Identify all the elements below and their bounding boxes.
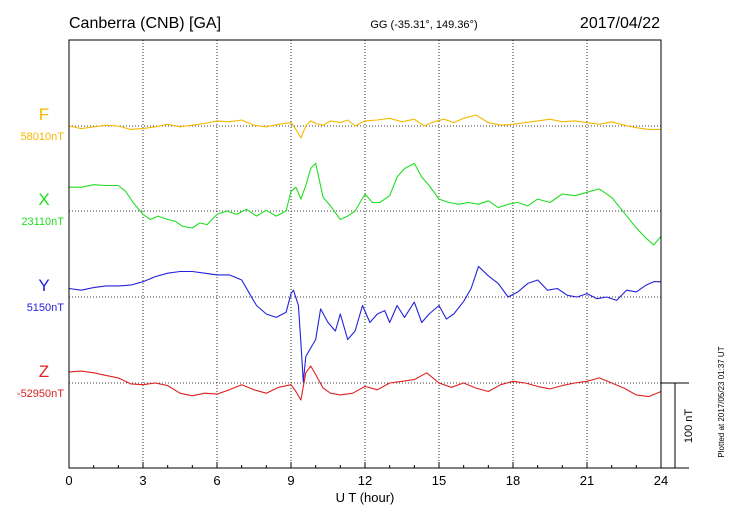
series-baseline-z: -52950nT xyxy=(17,388,64,400)
series-baseline-y: 5150nT xyxy=(27,302,65,314)
plot-frame xyxy=(68,39,662,469)
scale-bar-label: 100 nT xyxy=(683,409,695,444)
x-axis: 0 3 6 9 12 15 18 21 24 xyxy=(65,462,668,488)
coordinates-label: GG (-35.31°, 149.36°) xyxy=(370,19,477,31)
station-title: Canberra (CNB) [GA] xyxy=(69,15,221,32)
series-name-y: Y xyxy=(38,276,49,295)
x-tick-label: 9 xyxy=(287,473,294,488)
x-axis-label: U T (hour) xyxy=(336,490,395,505)
series-line-x xyxy=(69,162,662,246)
series-baseline-x: 23110nT xyxy=(21,216,64,228)
x-tick-label: 0 xyxy=(65,473,72,488)
series-name-z: Z xyxy=(39,362,49,381)
series-name-f: F xyxy=(39,105,49,124)
scale-bar: 100 nT xyxy=(661,382,695,469)
x-tick-label: 18 xyxy=(506,473,520,488)
x-tick-label: 21 xyxy=(580,473,594,488)
series-group: F 58010nT X 23110nT Y 5150nT Z -52950nT xyxy=(17,105,662,401)
series-line-z xyxy=(68,365,662,401)
series-name-x: X xyxy=(38,190,49,209)
x-tick-label: 15 xyxy=(432,473,446,488)
series-line-y xyxy=(68,265,661,383)
x-tick-label: 12 xyxy=(358,473,372,488)
date-label: 2017/04/22 xyxy=(580,15,660,32)
x-tick-label: 3 xyxy=(139,473,146,488)
x-tick-label: 6 xyxy=(213,473,220,488)
series-line-f xyxy=(68,114,661,139)
series-baseline-f: 58010nT xyxy=(21,131,65,143)
x-tick-label: 24 xyxy=(654,473,668,488)
plotted-timestamp: Plotted at 2017/05/23 01:37 UT xyxy=(717,346,726,457)
